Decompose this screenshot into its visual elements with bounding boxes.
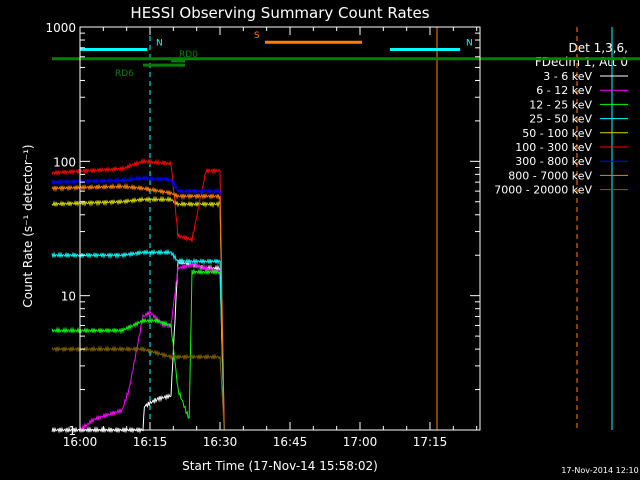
y-axis-label: Count Rate (s⁻¹ detector⁻¹) [21,144,35,307]
legend-entry-2: 12 - 25 keV [529,98,592,111]
axes: 16:00 16:15 16:30 16:45 17:00 17:15 1 10 100 1000 [45,21,481,449]
legend-entry-0: 3 - 6 keV [543,70,592,83]
series-line-1 [79,260,225,431]
legend-entry-4: 50 - 100 keV [522,127,592,140]
legend-header-line-2: FDecim 1, Att 0 [535,55,628,69]
series-line-6 [51,174,225,431]
x-axis-label: Start Time (17-Nov-14 15:58:02) [182,459,378,473]
x-tick-label-5: 17:15 [413,435,448,449]
chart-title: HESSI Observing Summary Count Rates [130,4,429,22]
legend-header-line-1: Det 1,3,6, [569,41,629,55]
legend-entry-3: 25 - 50 keV [529,113,592,126]
vertical-markers [149,27,613,430]
y-tick-label-1: 10 [61,290,76,304]
legend-entry-6: 300 - 800 keV [515,155,592,168]
annotation-label-2: RD6 [115,69,134,79]
annotation-label-1: N [466,38,473,48]
series-line-7 [51,182,225,431]
legend-entry-1: 6 - 12 keV [536,84,592,97]
annotation-label-3: RD0 [179,50,198,60]
footer-date: 17-Nov-2014 12:10 [561,466,638,475]
series-line-4 [51,195,225,431]
x-tick-label-1: 16:15 [133,435,168,449]
annotation-label-4: S [254,31,260,41]
x-tick-label-0: 16:00 [63,435,98,449]
y-tick-label-0: 1 [68,424,76,438]
annotation-bars: N N RD6 RD0 S [52,31,640,79]
series-line-5 [51,157,225,431]
legend-entry-5: 100 - 300 keV [515,141,592,154]
x-tick-label-3: 16:45 [273,435,308,449]
x-tick-label-4: 17:00 [343,435,378,449]
plot-frame [79,26,481,431]
series-line-2 [51,268,225,431]
annotation-label-0: N [156,38,163,48]
x-tick-label-2: 16:30 [203,435,238,449]
legend-entry-8: 7000 - 20000 keV [494,184,592,197]
legend-entry-7: 800 - 7000 keV [508,169,592,182]
y-tick-label-2: 100 [53,155,76,169]
series-line-3 [51,248,225,431]
y-tick-label-3: 1000 [45,21,76,35]
